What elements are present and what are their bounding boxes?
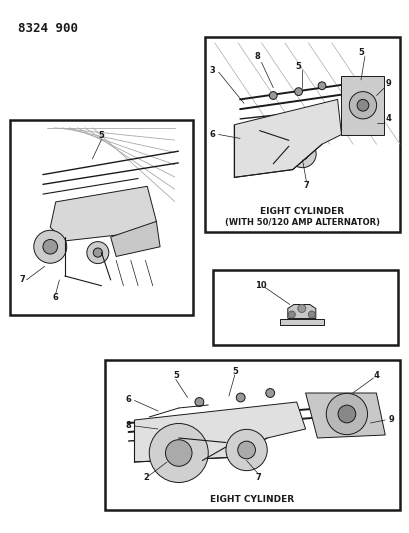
Polygon shape bbox=[305, 393, 384, 438]
Circle shape bbox=[308, 311, 315, 318]
Text: 6: 6 bbox=[125, 394, 131, 403]
Text: 6: 6 bbox=[209, 130, 215, 139]
Circle shape bbox=[297, 304, 305, 312]
Text: 7: 7 bbox=[303, 181, 308, 190]
Text: 10: 10 bbox=[255, 280, 266, 289]
Text: 2: 2 bbox=[143, 472, 149, 481]
Text: 4: 4 bbox=[384, 115, 390, 124]
Text: 5: 5 bbox=[295, 62, 301, 71]
Circle shape bbox=[269, 92, 276, 99]
Circle shape bbox=[34, 230, 67, 263]
Polygon shape bbox=[234, 99, 341, 177]
Circle shape bbox=[249, 140, 269, 160]
Text: 7: 7 bbox=[20, 276, 26, 285]
Polygon shape bbox=[287, 304, 315, 319]
Text: EIGHT CYLINDER: EIGHT CYLINDER bbox=[260, 206, 344, 215]
Circle shape bbox=[237, 441, 255, 459]
Text: 4: 4 bbox=[373, 370, 378, 379]
Text: 5: 5 bbox=[173, 370, 178, 379]
Circle shape bbox=[326, 393, 366, 434]
Text: 8: 8 bbox=[254, 52, 260, 61]
Circle shape bbox=[93, 248, 102, 257]
Text: 5: 5 bbox=[231, 367, 237, 376]
Text: 9: 9 bbox=[384, 79, 390, 88]
Circle shape bbox=[296, 148, 308, 160]
Polygon shape bbox=[279, 319, 323, 325]
Bar bbox=[105, 360, 399, 510]
Text: 9: 9 bbox=[387, 416, 393, 424]
Circle shape bbox=[165, 440, 191, 466]
Circle shape bbox=[317, 82, 325, 90]
Polygon shape bbox=[341, 76, 384, 134]
Circle shape bbox=[265, 389, 274, 398]
Circle shape bbox=[149, 424, 208, 482]
Circle shape bbox=[288, 311, 294, 318]
Text: 3: 3 bbox=[209, 66, 215, 75]
Circle shape bbox=[356, 99, 368, 111]
Circle shape bbox=[236, 393, 245, 402]
Circle shape bbox=[337, 405, 355, 423]
Text: 7: 7 bbox=[255, 472, 261, 481]
Circle shape bbox=[294, 88, 302, 95]
Circle shape bbox=[195, 398, 203, 407]
Circle shape bbox=[87, 241, 108, 264]
Text: 8324 900: 8324 900 bbox=[18, 22, 78, 35]
Bar bbox=[204, 37, 399, 232]
Polygon shape bbox=[110, 221, 160, 256]
Circle shape bbox=[348, 92, 376, 119]
Circle shape bbox=[288, 140, 315, 168]
Circle shape bbox=[43, 239, 57, 254]
Bar bbox=[10, 120, 193, 315]
Text: EIGHT CYLINDER: EIGHT CYLINDER bbox=[210, 496, 294, 505]
Text: 5: 5 bbox=[357, 48, 363, 57]
Text: 6: 6 bbox=[53, 293, 58, 302]
Polygon shape bbox=[134, 402, 305, 462]
Text: (WITH 50/120 AMP ALTERNATOR): (WITH 50/120 AMP ALTERNATOR) bbox=[225, 217, 379, 227]
Text: 5: 5 bbox=[98, 131, 104, 140]
Circle shape bbox=[225, 430, 267, 471]
Circle shape bbox=[240, 131, 279, 169]
Polygon shape bbox=[50, 187, 156, 241]
Bar bbox=[213, 270, 397, 345]
Text: 8: 8 bbox=[126, 422, 131, 431]
